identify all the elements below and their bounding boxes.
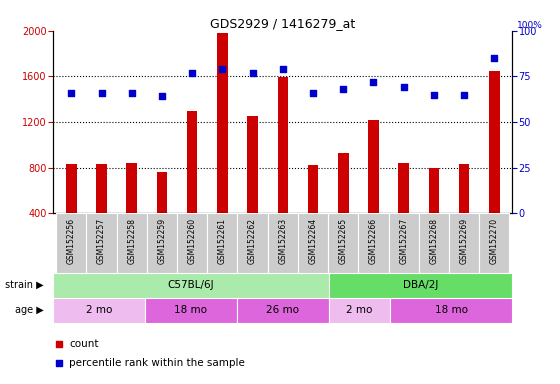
Bar: [147, 213, 177, 273]
Bar: [66, 164, 77, 259]
Bar: [489, 71, 500, 259]
Text: 26 mo: 26 mo: [267, 305, 299, 315]
Point: [339, 86, 348, 92]
Text: GSM152269: GSM152269: [460, 218, 469, 264]
Bar: [116, 213, 147, 273]
Text: GSM152257: GSM152257: [97, 218, 106, 264]
Bar: [207, 213, 237, 273]
Text: GSM152266: GSM152266: [369, 218, 378, 264]
Point: [430, 91, 438, 98]
Text: GSM152262: GSM152262: [248, 218, 257, 264]
Point: [460, 91, 469, 98]
Bar: [389, 213, 419, 273]
Text: 100%: 100%: [517, 21, 543, 30]
Bar: [308, 165, 318, 259]
Point: [490, 55, 499, 61]
Bar: [398, 163, 409, 259]
Bar: [459, 164, 469, 259]
Point: [399, 84, 408, 90]
Bar: [53, 298, 145, 323]
Text: GSM152260: GSM152260: [188, 218, 197, 264]
Point: [67, 90, 76, 96]
Text: GSM152263: GSM152263: [278, 218, 287, 264]
Point: [157, 93, 166, 99]
Bar: [368, 120, 379, 259]
Point: [218, 66, 227, 72]
Text: GSM152264: GSM152264: [309, 218, 318, 264]
Bar: [237, 213, 268, 273]
Text: GSM152259: GSM152259: [157, 218, 166, 264]
Bar: [96, 164, 107, 259]
Bar: [329, 273, 512, 298]
Bar: [329, 298, 390, 323]
Bar: [390, 298, 512, 323]
Bar: [86, 213, 116, 273]
Bar: [237, 298, 329, 323]
Text: C57BL/6J: C57BL/6J: [167, 280, 214, 290]
Point: [97, 90, 106, 96]
Point: [248, 70, 257, 76]
Bar: [248, 116, 258, 259]
Bar: [157, 172, 167, 259]
Bar: [328, 213, 358, 273]
Bar: [358, 213, 389, 273]
Text: DBA/2J: DBA/2J: [403, 280, 438, 290]
Bar: [145, 298, 237, 323]
Text: GSM152256: GSM152256: [67, 218, 76, 264]
Bar: [278, 78, 288, 259]
Bar: [187, 111, 198, 259]
Bar: [56, 213, 86, 273]
Bar: [428, 167, 439, 259]
Point: [328, 263, 337, 269]
Bar: [449, 213, 479, 273]
Point: [278, 66, 287, 72]
Text: GSM152270: GSM152270: [490, 218, 499, 264]
Bar: [127, 163, 137, 259]
Point: [188, 70, 197, 76]
Bar: [268, 213, 298, 273]
Bar: [217, 33, 228, 259]
Text: 18 mo: 18 mo: [175, 305, 207, 315]
Text: age ▶: age ▶: [15, 305, 44, 315]
Text: strain ▶: strain ▶: [6, 280, 44, 290]
Text: percentile rank within the sample: percentile rank within the sample: [69, 358, 245, 368]
Text: 18 mo: 18 mo: [435, 305, 468, 315]
Point: [328, 88, 337, 94]
Text: count: count: [69, 339, 99, 349]
Bar: [479, 213, 510, 273]
Text: GSM152261: GSM152261: [218, 218, 227, 264]
Bar: [338, 153, 348, 259]
Title: GDS2929 / 1416279_at: GDS2929 / 1416279_at: [210, 17, 356, 30]
Text: GSM152265: GSM152265: [339, 218, 348, 264]
Text: GSM152258: GSM152258: [127, 218, 136, 264]
Bar: [53, 273, 329, 298]
Text: 2 mo: 2 mo: [86, 305, 113, 315]
Bar: [419, 213, 449, 273]
Bar: [177, 213, 207, 273]
Point: [309, 90, 318, 96]
Point: [369, 79, 378, 85]
Point: [127, 90, 136, 96]
Text: 2 mo: 2 mo: [346, 305, 372, 315]
Text: GSM152267: GSM152267: [399, 218, 408, 264]
Bar: [298, 213, 328, 273]
Text: GSM152268: GSM152268: [430, 218, 438, 264]
